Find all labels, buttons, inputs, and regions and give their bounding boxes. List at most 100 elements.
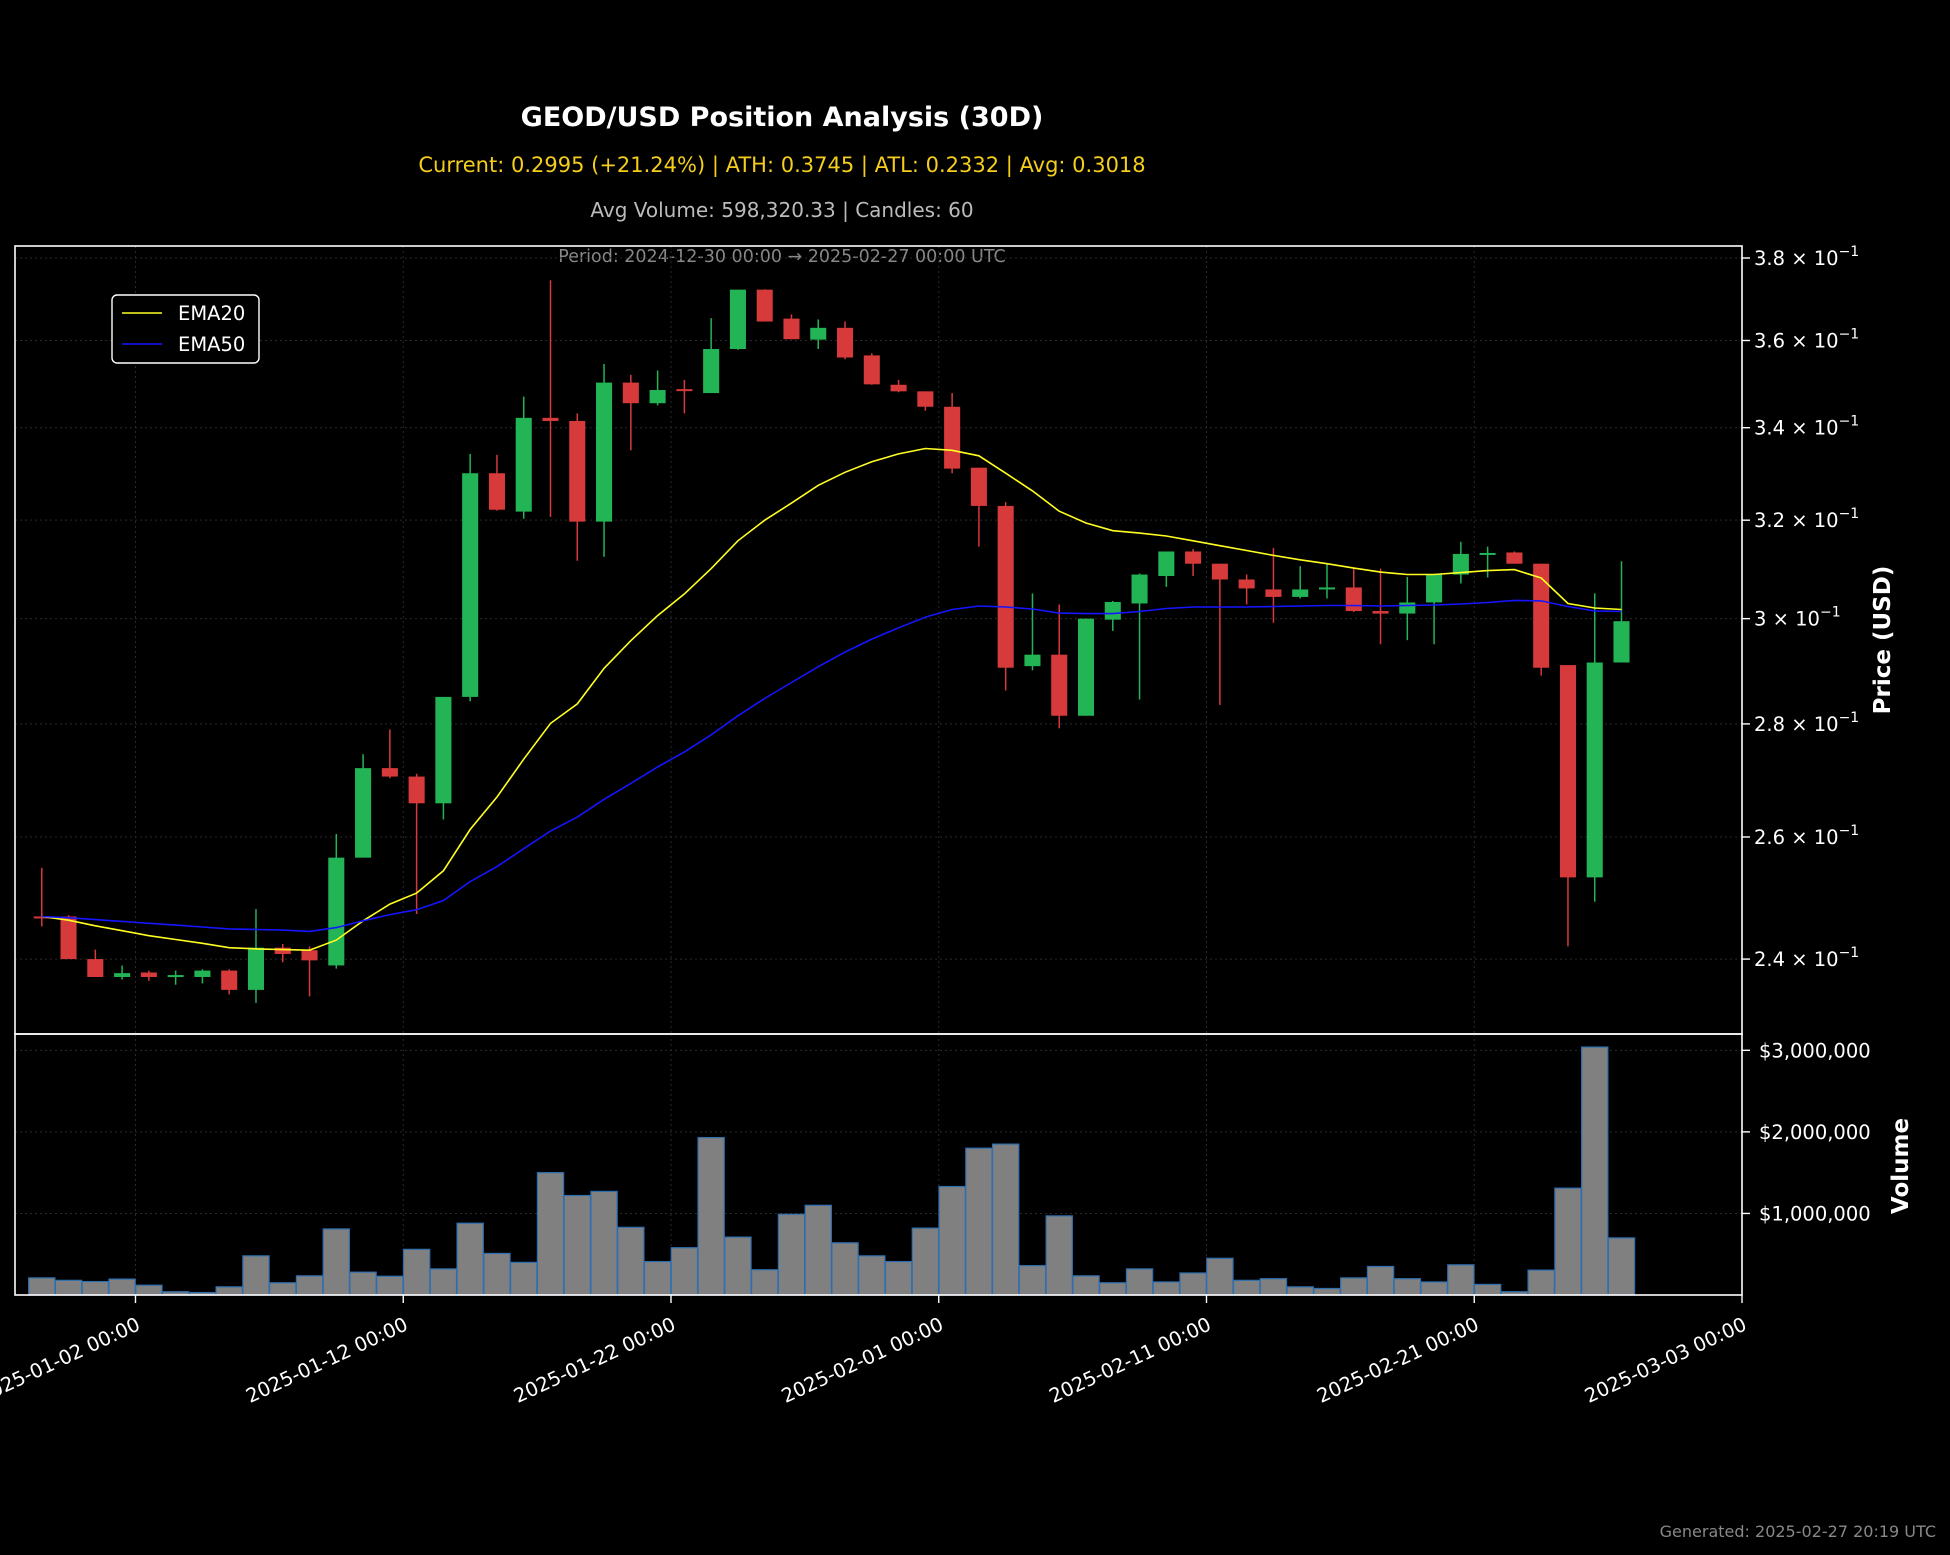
candle-body (221, 970, 238, 990)
candle-body (997, 505, 1014, 668)
candle-body (1131, 574, 1148, 604)
candle-body (1077, 618, 1095, 716)
volume-bar (1420, 1281, 1448, 1296)
volume-bar (483, 1252, 511, 1296)
candle-body (1211, 563, 1228, 580)
candle-body (783, 318, 800, 340)
volume-bar (1313, 1287, 1341, 1296)
volume-bar (965, 1147, 993, 1296)
candle-body (596, 382, 613, 522)
candle-body (1265, 589, 1282, 597)
candle-body (917, 391, 934, 407)
candle-body (247, 947, 265, 990)
candle-down (970, 467, 987, 547)
volume-bar (536, 1172, 565, 1296)
candle-down (1185, 549, 1202, 577)
volume-bar (884, 1260, 913, 1296)
candle-body (515, 417, 532, 512)
price-y-label: Price (USD) (1870, 566, 1896, 715)
volume-bar (349, 1271, 377, 1296)
candle-body (301, 950, 318, 961)
volume-bar (777, 1213, 806, 1296)
candle-body (1372, 611, 1389, 614)
candle-up (649, 370, 666, 406)
candle-down (863, 353, 880, 385)
candle-up (810, 319, 827, 349)
candle-up (1426, 573, 1443, 645)
candle-down (1265, 548, 1282, 623)
x-tick-label: 2025-01-22 00:00 (510, 1313, 679, 1408)
candle-body (1452, 553, 1469, 575)
candle-body (756, 289, 773, 322)
candle-down (676, 379, 693, 414)
volume-bar (643, 1260, 672, 1296)
volume-bar (1286, 1286, 1314, 1296)
volume-bar (1045, 1215, 1073, 1296)
candle-down (1051, 604, 1068, 729)
volume-bar (28, 1277, 56, 1296)
x-tick-label: 2025-03-03 00:00 (1581, 1313, 1750, 1408)
candles-layer (33, 280, 1630, 1003)
candle-body (488, 473, 505, 510)
candle-up (1292, 566, 1309, 599)
volume-bar (1340, 1277, 1368, 1296)
candle-body (1292, 589, 1309, 597)
y-tick-label: $2,000,000 (1759, 1121, 1871, 1144)
candle-body (836, 327, 854, 358)
volume-bar (1018, 1265, 1047, 1296)
candle-up (114, 965, 131, 980)
candle-down (944, 393, 961, 474)
candle-body (60, 916, 77, 960)
legend-ema50-label: EMA50 (178, 333, 245, 356)
volume-bar (1554, 1187, 1582, 1296)
volume-bar (991, 1143, 1020, 1296)
candle-body (542, 417, 559, 421)
ema20-line (41, 447, 1622, 952)
candle-body (944, 406, 961, 469)
volume-bar (429, 1268, 458, 1296)
y-tick-label: 2.4 × 10−1 (1754, 945, 1859, 971)
candle-body (1238, 579, 1255, 589)
volume-bar (376, 1275, 404, 1296)
legend: EMA20 EMA50 (111, 294, 260, 364)
volume-bar (697, 1136, 725, 1296)
volume-bar (1232, 1279, 1261, 1296)
x-tick-label: 2025-02-21 00:00 (1313, 1313, 1482, 1408)
candle-down (488, 454, 505, 511)
candle-down (783, 314, 800, 340)
volume-bar (242, 1255, 270, 1296)
candle-down (1559, 665, 1576, 947)
candle-up (1479, 546, 1496, 578)
candle-body (274, 947, 291, 955)
legend-box (111, 294, 260, 364)
volume-bar (1473, 1283, 1502, 1296)
volume-bar (1206, 1257, 1234, 1296)
volume-bar (911, 1227, 940, 1296)
candle-up (1318, 563, 1336, 599)
candle-up (729, 289, 746, 350)
candle-body (622, 382, 639, 404)
ema50-line (41, 599, 1622, 933)
candle-down (622, 374, 639, 451)
candle-up (1104, 600, 1121, 631)
candle-body (1051, 654, 1068, 716)
y-tick-label: 2.6 × 10−1 (1754, 823, 1859, 849)
candle-up (1131, 573, 1148, 700)
candle-body (1559, 665, 1576, 878)
candle-up (1613, 561, 1630, 663)
volume-bar (938, 1185, 966, 1296)
y-tick-label: 3.8 × 10−1 (1754, 244, 1859, 270)
candle-down (274, 943, 291, 963)
candle-body (1318, 587, 1336, 590)
y-tick-label: $3,000,000 (1759, 1039, 1871, 1062)
candle-down (917, 391, 934, 411)
generated-timestamp: Generated: 2025-02-27 20:19 UTC (1660, 1522, 1936, 1541)
volume-bar (295, 1275, 324, 1296)
volume-bar (108, 1278, 136, 1296)
candle-up (247, 909, 265, 1003)
candle-up (1452, 541, 1469, 584)
candle-up (355, 754, 372, 858)
volume-axes-frame (14, 1033, 1743, 1296)
volume-bar (1179, 1272, 1207, 1296)
